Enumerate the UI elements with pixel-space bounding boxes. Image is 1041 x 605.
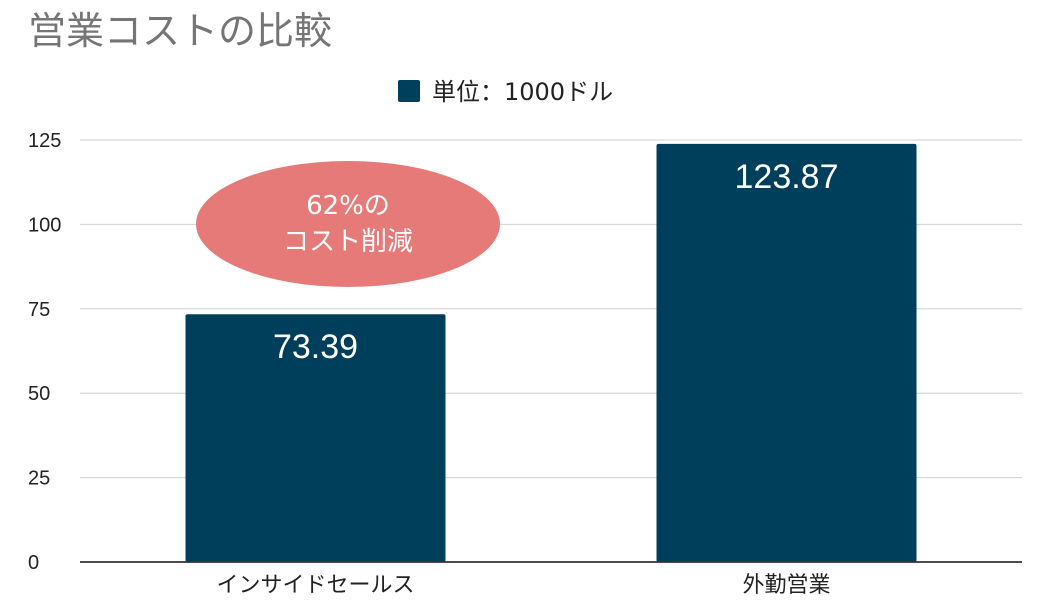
callout-ellipse bbox=[196, 161, 500, 287]
callout-text-line1: 62%の bbox=[306, 191, 390, 221]
x-category-label: 外勤営業 bbox=[742, 573, 830, 598]
bar-value-label: 123.87 bbox=[735, 158, 839, 196]
legend-label: 単位：1000ドル bbox=[432, 78, 613, 106]
bar-2 bbox=[656, 143, 917, 562]
y-tick-label: 25 bbox=[28, 468, 50, 490]
y-axis-ticks: 0 25 50 75 100 125 bbox=[28, 130, 61, 574]
bars bbox=[185, 143, 917, 562]
y-tick-label: 75 bbox=[28, 299, 50, 321]
bar-1 bbox=[185, 314, 446, 562]
cost-reduction-callout: 62%の コスト削減 bbox=[196, 161, 500, 287]
legend: 単位：1000ドル bbox=[398, 78, 613, 106]
y-tick-label: 125 bbox=[28, 130, 61, 152]
legend-swatch bbox=[398, 80, 420, 102]
callout-text-line2: コスト削減 bbox=[283, 227, 413, 257]
data-labels: 73.39 123.87 bbox=[273, 158, 839, 366]
bar-value-label: 73.39 bbox=[273, 328, 358, 366]
x-axis-categories: インサイドセールス 外勤営業 bbox=[216, 573, 830, 598]
y-tick-label: 0 bbox=[28, 552, 39, 574]
chart-title: 営業コストの比較 bbox=[28, 9, 332, 53]
y-tick-label: 100 bbox=[28, 214, 61, 236]
x-category-label: インサイドセールス bbox=[216, 573, 414, 598]
y-tick-label: 50 bbox=[28, 383, 50, 405]
